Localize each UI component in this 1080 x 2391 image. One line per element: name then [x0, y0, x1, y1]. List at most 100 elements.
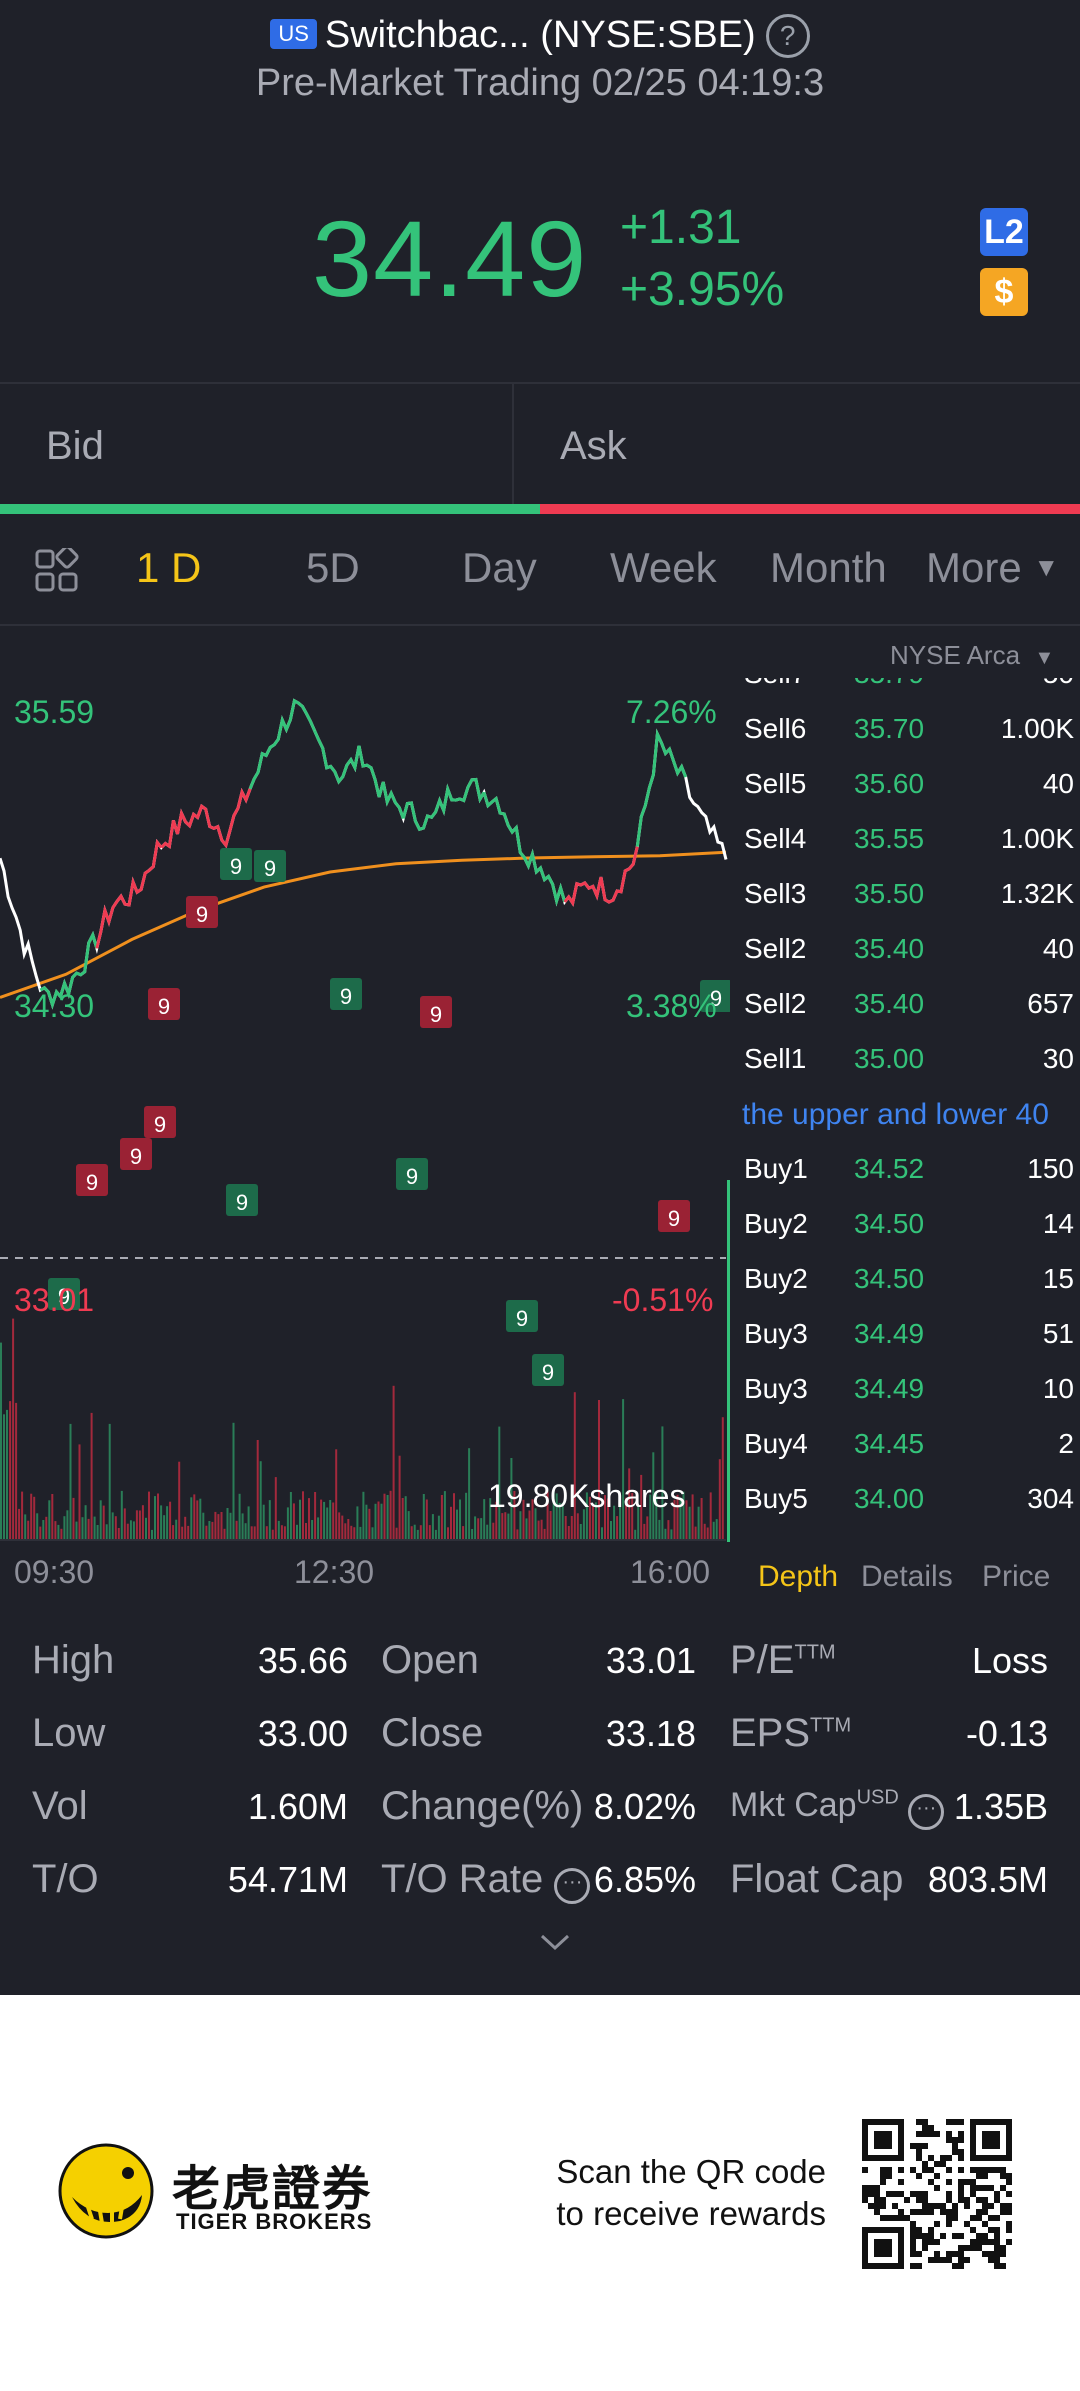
- volume-bar: [613, 1505, 616, 1540]
- volume-bar: [576, 1513, 579, 1540]
- volume-bar: [453, 1493, 455, 1540]
- buy-order-row[interactable]: Buy4 34.45 2: [730, 1428, 1080, 1464]
- x-label-open: 09:30: [14, 1554, 95, 1590]
- tab-1d[interactable]: 1 D: [136, 544, 202, 591]
- stat-label-eps: EPSTTM: [730, 1711, 851, 1756]
- sell-order-row[interactable]: Sell2 35.40 40: [730, 933, 1080, 969]
- volume-bar: [428, 1525, 431, 1540]
- stat-value-change-pct: 8.02%: [593, 1786, 696, 1827]
- buy-level-size: 15: [1042, 1263, 1074, 1294]
- buy-level-price: 34.49: [854, 1318, 925, 1349]
- buy-order-row[interactable]: Buy2 34.50 15: [730, 1263, 1080, 1299]
- volume-bar: [145, 1517, 147, 1540]
- volume-bars: [0, 1318, 724, 1540]
- tab-week[interactable]: Week: [610, 544, 717, 591]
- volume-bar: [326, 1507, 329, 1540]
- chevron-down-icon[interactable]: [536, 1930, 574, 1959]
- ellipsis-circle-icon[interactable]: ···: [554, 1868, 591, 1904]
- sell-level-name: Sell3: [744, 878, 807, 909]
- volume-bar: [543, 1528, 546, 1540]
- signal-marker-label: 9: [430, 1002, 442, 1027]
- volume-bar: [229, 1512, 232, 1540]
- bid-strength-bar: [0, 504, 540, 514]
- price-trend-segment: [160, 787, 252, 849]
- buy-level-name: Buy3: [744, 1373, 808, 1404]
- tab-month[interactable]: Month: [770, 544, 887, 591]
- volume-bar: [377, 1501, 380, 1540]
- ellipsis-circle-icon[interactable]: ···: [908, 1794, 945, 1830]
- volume-bar: [380, 1503, 383, 1540]
- sell-order-row[interactable]: Sell6 35.70 1.00K: [730, 713, 1080, 749]
- signal-marker: [254, 850, 286, 882]
- volume-bar: [205, 1525, 208, 1540]
- volume-bar: [232, 1422, 235, 1540]
- tab-5d[interactable]: 5D: [306, 544, 360, 591]
- volume-bar: [6, 1409, 8, 1540]
- exchange-label: NYSE Arca: [890, 640, 1021, 670]
- volume-bar: [582, 1509, 585, 1540]
- volume-bar: [81, 1517, 84, 1540]
- sell-order-row[interactable]: Sell3 35.50 1.32K: [730, 878, 1080, 914]
- bid-label[interactable]: Bid: [46, 424, 104, 468]
- volume-bar: [501, 1513, 504, 1540]
- volume-bar: [389, 1490, 392, 1540]
- volume-bar: [682, 1491, 685, 1540]
- qr-code-icon[interactable]: [862, 2119, 1012, 2269]
- ask-label[interactable]: Ask: [560, 424, 627, 468]
- buy-order-row[interactable]: Buy3 34.49 51: [730, 1318, 1080, 1354]
- volume-bar: [54, 1521, 57, 1540]
- level2-label: L2: [984, 213, 1024, 251]
- volume-bar: [277, 1520, 280, 1540]
- volume-bar: [169, 1501, 172, 1540]
- exchange-selector[interactable]: NYSE Arca ▼: [890, 640, 1054, 671]
- level2-icon[interactable]: L2: [980, 208, 1028, 256]
- sell-order-row[interactable]: Sell2 35.40 657: [730, 988, 1080, 1024]
- buy-order-row[interactable]: Buy1 34.52 150: [730, 1153, 1080, 1189]
- volume-bar: [199, 1498, 202, 1540]
- buy-level-price: 34.49: [854, 1373, 925, 1404]
- volume-bar: [289, 1492, 292, 1540]
- volume-bar: [495, 1501, 498, 1540]
- buy-level-name: Buy2: [744, 1263, 808, 1294]
- tab-depth[interactable]: Depth: [758, 1560, 839, 1593]
- volume-bar: [163, 1515, 166, 1540]
- volume-bar: [425, 1499, 428, 1540]
- volume-bar: [244, 1523, 247, 1540]
- tab-details[interactable]: Details: [861, 1560, 953, 1593]
- volume-bar: [655, 1493, 658, 1540]
- buy-order-row[interactable]: Buy5 34.00 20: [730, 1538, 1080, 1542]
- question-circle-icon[interactable]: ?: [765, 14, 810, 58]
- volume-bar: [148, 1491, 150, 1540]
- buy-order-row[interactable]: Buy2 34.50 14: [730, 1208, 1080, 1244]
- stat-value-to-rate: 6.85%: [593, 1859, 696, 1900]
- sell-order-row[interactable]: Sell4 35.55 1.00K: [730, 823, 1080, 859]
- sell-order-row[interactable]: Sell7 35.79 50: [730, 678, 1080, 694]
- sell-order-row[interactable]: Sell1 35.00 30: [730, 1043, 1080, 1079]
- volume-bar: [601, 1527, 603, 1540]
- tab-more[interactable]: More ▼: [926, 544, 1059, 592]
- volume-bar: [102, 1505, 105, 1540]
- volume-bar: [688, 1506, 691, 1540]
- sell-order-row[interactable]: Sell5 35.60 40: [730, 768, 1080, 804]
- buy-order-row[interactable]: Buy5 34.00 304: [730, 1483, 1080, 1519]
- signal-marker-label: 9: [710, 986, 722, 1011]
- caret-down-icon: ▼: [1034, 647, 1055, 669]
- buy-level-size: 2: [1058, 1428, 1074, 1459]
- volume-bar: [120, 1490, 123, 1540]
- dollar-icon[interactable]: $: [980, 268, 1028, 316]
- tab-day[interactable]: Day: [462, 544, 537, 591]
- volume-bar: [132, 1521, 135, 1540]
- stock-title[interactable]: US Switchbac... (NYSE:SBE)?: [0, 14, 1080, 58]
- sell-level-price: 35.55: [854, 823, 925, 854]
- volume-bar: [404, 1496, 407, 1540]
- grid-icon[interactable]: [34, 545, 80, 599]
- signal-marker: [396, 1158, 428, 1190]
- tab-price[interactable]: Price: [982, 1560, 1051, 1593]
- price-trend-segment: [563, 846, 639, 907]
- stat-label-pe-sup: TTM: [794, 1641, 836, 1664]
- buy-order-row[interactable]: Buy3 34.49 10: [730, 1373, 1080, 1409]
- chart-top-price: 35.59: [14, 694, 95, 730]
- volume-bar: [9, 1401, 12, 1540]
